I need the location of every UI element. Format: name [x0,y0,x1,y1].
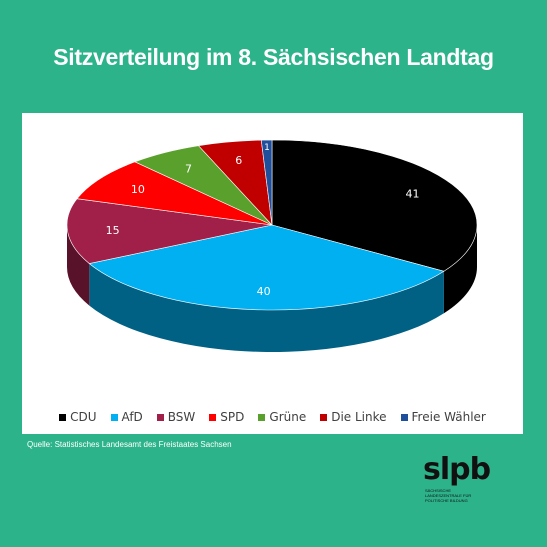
pie-slice-spd [76,161,273,226]
pie-side-afd [89,263,444,352]
data-label-spd: 10 [131,183,145,196]
data-label-afd: 40 [257,285,271,298]
chart-legend: CDU AfD BSW SPD Grüne Die Linke Freie Wähler [22,410,523,424]
logo-wordmark: slpb [423,452,491,487]
legend-item-bsw: BSW [156,410,196,424]
legend-label: BSW [167,410,196,424]
legend-item-afd: AfD [110,410,143,424]
data-label-grüne: 7 [185,162,192,175]
legend-label: Die Linke [331,410,387,424]
legend-label: CDU [70,410,97,424]
slpb-logo: slpb SÄCHSISCHE LANDESZENTRALE FÜR POLIT… [423,455,503,515]
legend-swatch [400,413,408,421]
legend-item-die-linke: Die Linke [320,410,387,424]
legend-label: Freie Wähler [411,410,486,424]
legend-item-grüne: Grüne [258,410,306,424]
logo-tagline: SÄCHSISCHE LANDESZENTRALE FÜR POLITISCHE… [425,488,472,503]
legend-item-cdu: CDU [59,410,97,424]
pie-chart: 41 40 15 10 7 6 1 [66,139,478,352]
legend-label: AfD [121,410,143,424]
pie-slice-bsw [66,198,273,264]
data-label-bsw: 15 [106,224,120,237]
legend-swatch [320,413,328,421]
legend-swatch [209,413,217,421]
legend-swatch [110,413,118,421]
chart-title: Sitzverteilung im 8. Sächsischen Landtag [53,44,494,70]
data-label-cdu: 41 [406,187,420,200]
data-label-freie-wähler: 1 [264,143,270,153]
legend-swatch [156,413,164,421]
pie-slice-cdu [271,139,478,272]
chart-panel: 41 40 15 10 7 6 1 CDU AfD BSW SPD Grüne Die Linke Fr… [22,113,523,434]
legend-item-freie-wähler: Freie Wähler [400,410,486,424]
legend-item-spd: SPD [209,410,244,424]
pie-slice-freie-wähler [260,139,273,226]
legend-label: Grüne [269,410,307,424]
legend-swatch [258,413,266,421]
data-label-die-linke: 6 [235,154,242,167]
pie-slice-afd [88,224,445,311]
pie-slices [66,139,478,311]
legend-label: SPD [220,410,245,424]
pie-side-cdu [443,225,477,314]
source-note: Quelle: Statistisches Landesamt des Frei… [27,440,232,449]
legend-swatch [59,413,67,421]
